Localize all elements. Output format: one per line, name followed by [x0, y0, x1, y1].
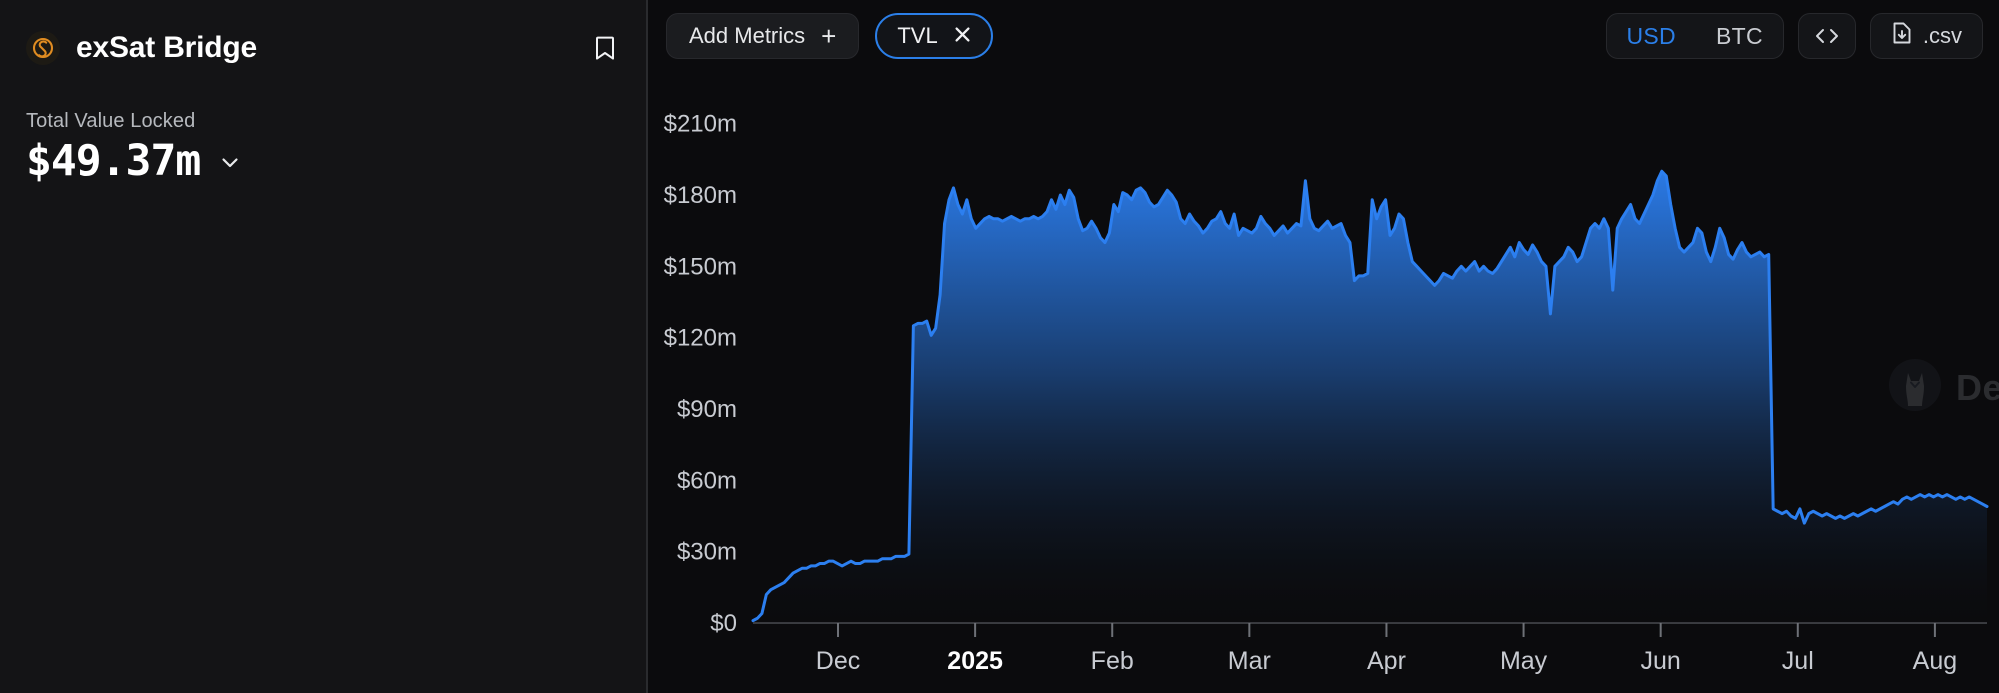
currency-option-usd[interactable]: USD	[1626, 22, 1676, 49]
y-axis-tick-label: $180m	[664, 182, 737, 209]
bookmark-icon[interactable]	[588, 31, 622, 65]
x-axis-tick-label: Dec	[816, 647, 860, 675]
x-axis-tick-label: Apr	[1367, 647, 1406, 675]
page-title: exSat Bridge	[76, 31, 257, 64]
metric-chip-tvl[interactable]: TVL	[875, 13, 993, 59]
tvl-area-chart[interactable]: $0 $30m $60m $90m $120m $150m $180m $210m Dec 202…	[648, 70, 1999, 693]
download-file-icon	[1891, 21, 1913, 51]
tvl-area-fill	[753, 171, 1987, 623]
exsat-logo-icon	[26, 31, 60, 65]
toolbar-right-controls: USD BTC .csv	[1605, 13, 1983, 59]
x-axis-tick-label: Mar	[1228, 647, 1271, 675]
currency-option-btc[interactable]: BTC	[1715, 22, 1763, 49]
panel-divider	[646, 0, 648, 693]
y-axis-tick-label: $60m	[677, 467, 737, 494]
csv-label: .csv	[1922, 23, 1962, 48]
y-axis-tick-label: $0	[710, 610, 737, 637]
close-icon[interactable]	[954, 26, 971, 47]
add-metrics-button[interactable]: Add Metrics +	[666, 13, 860, 59]
x-axis-tick-label: Jun	[1641, 647, 1681, 675]
download-csv-button[interactable]: .csv	[1869, 13, 1983, 59]
y-axis-tick-label: $120m	[664, 325, 737, 352]
embed-code-button[interactable]	[1797, 13, 1856, 59]
protocol-title-row: exSat Bridge	[26, 22, 622, 74]
plus-icon: +	[821, 21, 837, 51]
x-axis-tick-label: 2025	[947, 647, 1003, 675]
metric-chip-label: TVL	[897, 23, 938, 48]
tvl-label: Total Value Locked	[26, 110, 196, 132]
y-axis-tick-label: $90m	[677, 396, 737, 423]
tvl-line	[751, 169, 1989, 623]
x-axis-tick-label: Feb	[1091, 647, 1134, 675]
x-axis-tick-label: May	[1500, 647, 1548, 675]
tvl-value: $49.37m	[26, 136, 201, 186]
currency-toggle[interactable]: USD BTC	[1605, 13, 1784, 59]
plot-wrapper: DefiLlama $0$30m$60m$90m$120m$150m$180m$…	[648, 70, 1999, 693]
chart-toolbar: Add Metrics + TVL USD BTC	[666, 12, 1983, 60]
chart-area: Add Metrics + TVL USD BTC	[648, 0, 1999, 693]
x-axis-tick-label: Aug	[1913, 647, 1957, 675]
protocol-summary-panel: exSat Bridge Total Value Locked $49.37m	[0, 0, 648, 693]
y-axis-tick-label: $210m	[664, 111, 737, 138]
tvl-value-row: $49.37m	[26, 136, 622, 186]
x-axis-tick-label: Jul	[1782, 647, 1814, 675]
chevron-down-icon[interactable]	[218, 150, 242, 174]
code-brackets-icon	[1815, 29, 1838, 43]
y-axis-tick-label: $30m	[677, 539, 737, 566]
tvl-summary: Total Value Locked $49.37m	[26, 110, 622, 184]
add-metrics-label: Add Metrics	[689, 23, 806, 48]
y-axis-tick-label: $150m	[664, 253, 737, 280]
